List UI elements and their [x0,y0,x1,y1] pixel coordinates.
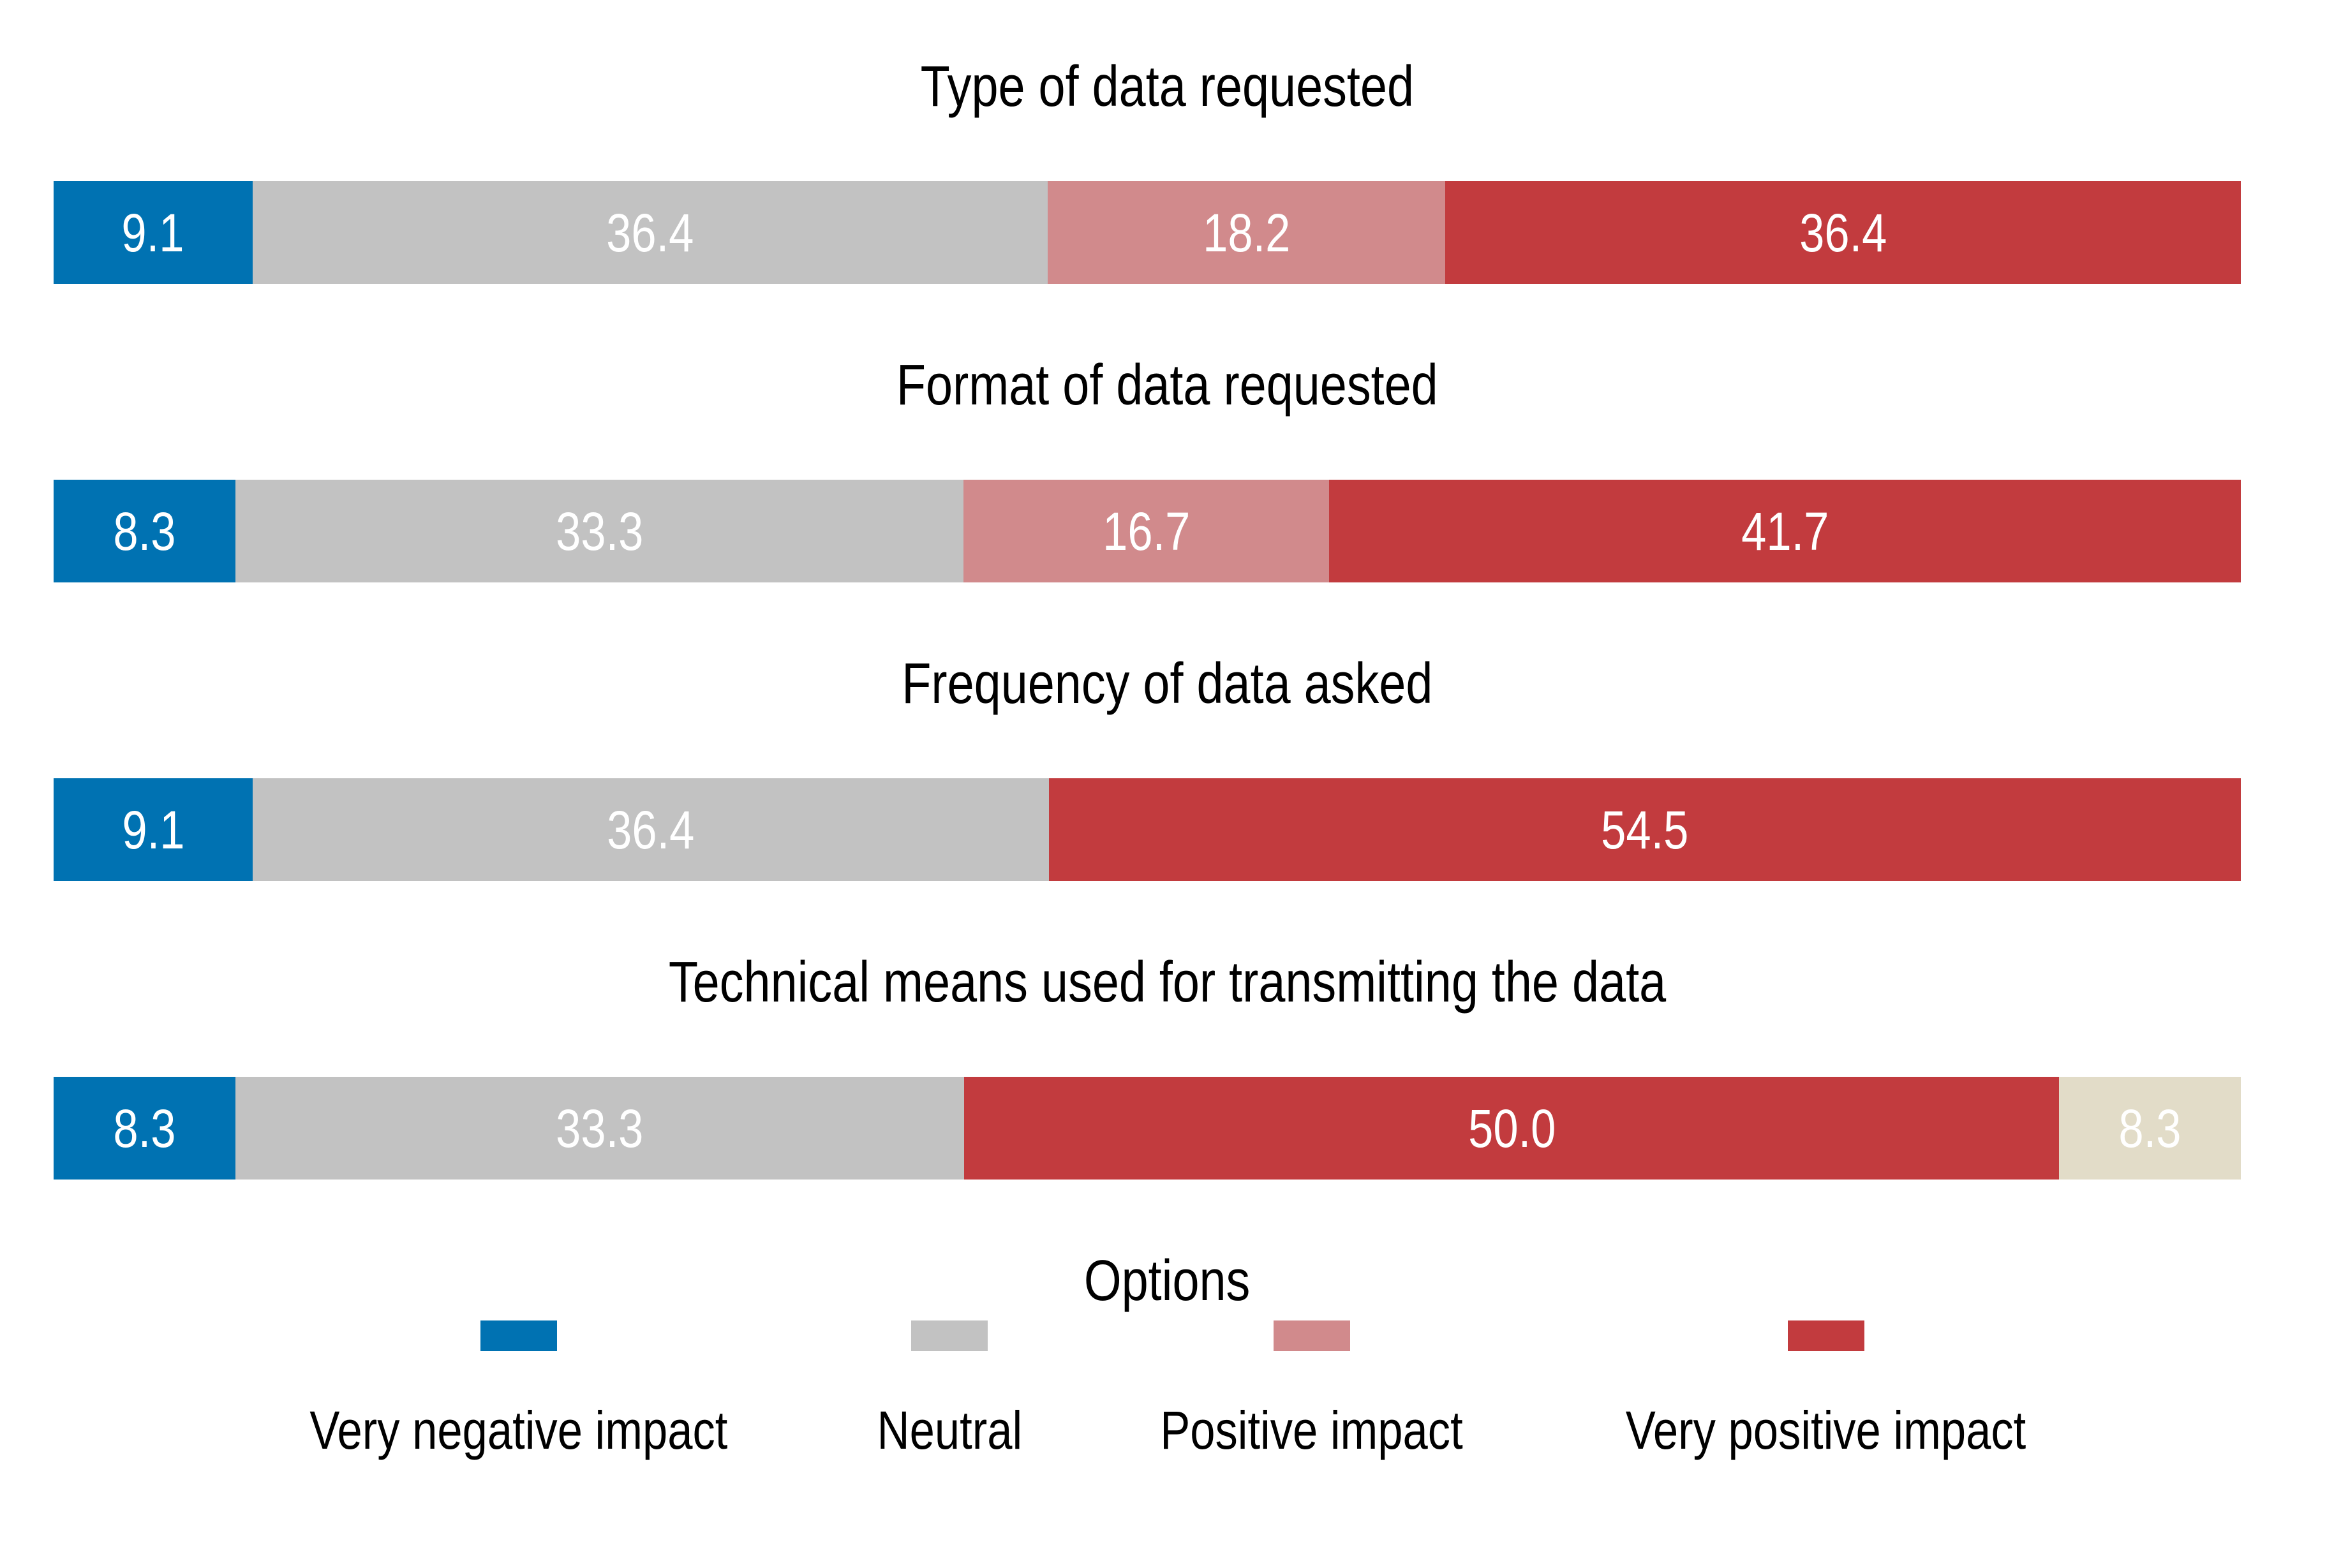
bar-segment-value: 50.0 [1468,1098,1556,1158]
legend: Options Very negative impact Neutral Posit… [0,1248,2334,1463]
stacked-bar-chart: Type of data requested 9.1 36.4 18.2 36.4 For… [0,54,2334,1463]
bar-group-title-text: Type of data requested [920,55,1414,119]
bar-segment-value: 8.3 [113,1098,176,1158]
bar-segment-neutral: 36.4 [252,181,1048,284]
legend-item-neutral: Neutral [863,1320,1036,1463]
legend-title-text: Options [1083,1249,1251,1313]
bar-segment-very-positive-impact: 50.0 [964,1077,2060,1180]
bar-segment-very-negative-impact: 8.3 [54,480,235,582]
bar-group-title-text: Format of data requested [896,353,1438,417]
bar-segment-value: 36.4 [607,799,695,860]
legend-swatch-very-negative-impact [480,1320,557,1351]
stacked-bar: 9.1 36.4 18.2 36.4 [54,181,2241,284]
bar-segment-value: 18.2 [1203,202,1291,263]
legend-item-positive-impact: Positive impact [1131,1320,1492,1463]
bar-segment-very-negative-impact: 9.1 [54,778,253,881]
bar-segment-very-positive-impact: 36.4 [1445,181,2241,284]
bar-segment-value: 8.3 [113,501,176,561]
bar-segment-value: 9.1 [121,799,185,860]
bar-group-title: Type of data requested [0,54,2334,120]
stacked-bar: 8.3 33.3 16.7 41.7 [54,480,2241,582]
bar-segment-value: 54.5 [1601,799,1689,860]
bar-group: Format of data requested 8.3 33.3 16.7 41.7 [0,352,2334,582]
bar-segment-value: 9.1 [121,202,184,263]
legend-swatch-positive-impact [1273,1320,1350,1351]
stacked-bar: 9.1 36.4 54.5 [54,778,2241,881]
bar-group: Frequency of data asked 9.1 36.4 54.5 [0,651,2334,881]
bar-segment-very-positive-impact: 41.7 [1328,480,2241,582]
legend-items: Very negative impact Neutral Positive impa… [0,1320,2334,1463]
bar-group-title-text: Technical means used for transmitting th… [668,950,1666,1014]
legend-swatch-neutral [911,1320,988,1351]
bar-segment-neutral: 33.3 [235,480,964,582]
bar-segment-value: 16.7 [1102,501,1190,561]
bar-segment-unlabeled: 8.3 [2059,1077,2241,1180]
bar-group-title: Format of data requested [0,352,2334,418]
bar-group: Technical means used for transmitting th… [0,949,2334,1180]
legend-swatch-very-positive-impact [1787,1320,1864,1351]
bar-segment-value: 33.3 [556,1098,644,1158]
bar-segment-neutral: 36.4 [252,778,1049,881]
legend-item-label: Very negative impact [309,1400,728,1460]
bar-segment-positive-impact: 18.2 [1048,181,1446,284]
bar-segment-very-positive-impact: 54.5 [1048,778,2241,881]
bar-group: Type of data requested 9.1 36.4 18.2 36.4 [0,54,2334,284]
legend-item-label: Positive impact [1160,1400,1464,1460]
legend-item-very-positive-impact: Very positive impact [1587,1320,2064,1463]
legend-item-label: Very positive impact [1625,1400,2026,1460]
bar-group-title: Frequency of data asked [0,651,2334,717]
bar-segment-very-negative-impact: 8.3 [54,1077,235,1180]
bar-segment-value: 36.4 [1799,202,1887,263]
legend-item-label: Neutral [877,1400,1022,1460]
legend-item-very-negative-impact: Very negative impact [270,1320,768,1463]
stacked-bar: 8.3 33.3 50.0 8.3 [54,1077,2241,1180]
bar-segment-value: 8.3 [2118,1098,2182,1158]
bar-segment-very-negative-impact: 9.1 [54,181,253,284]
bar-groups: Type of data requested 9.1 36.4 18.2 36.4 For… [0,54,2334,1180]
bar-segment-neutral: 33.3 [235,1077,965,1180]
bar-group-title-text: Frequency of data asked [901,652,1433,716]
bar-segment-positive-impact: 16.7 [963,480,1329,582]
bar-segment-value: 41.7 [1741,501,1829,561]
bar-segment-value: 36.4 [606,202,694,263]
bar-group-title: Technical means used for transmitting th… [0,949,2334,1016]
legend-title: Options [0,1248,2334,1314]
bar-segment-value: 33.3 [555,501,643,561]
